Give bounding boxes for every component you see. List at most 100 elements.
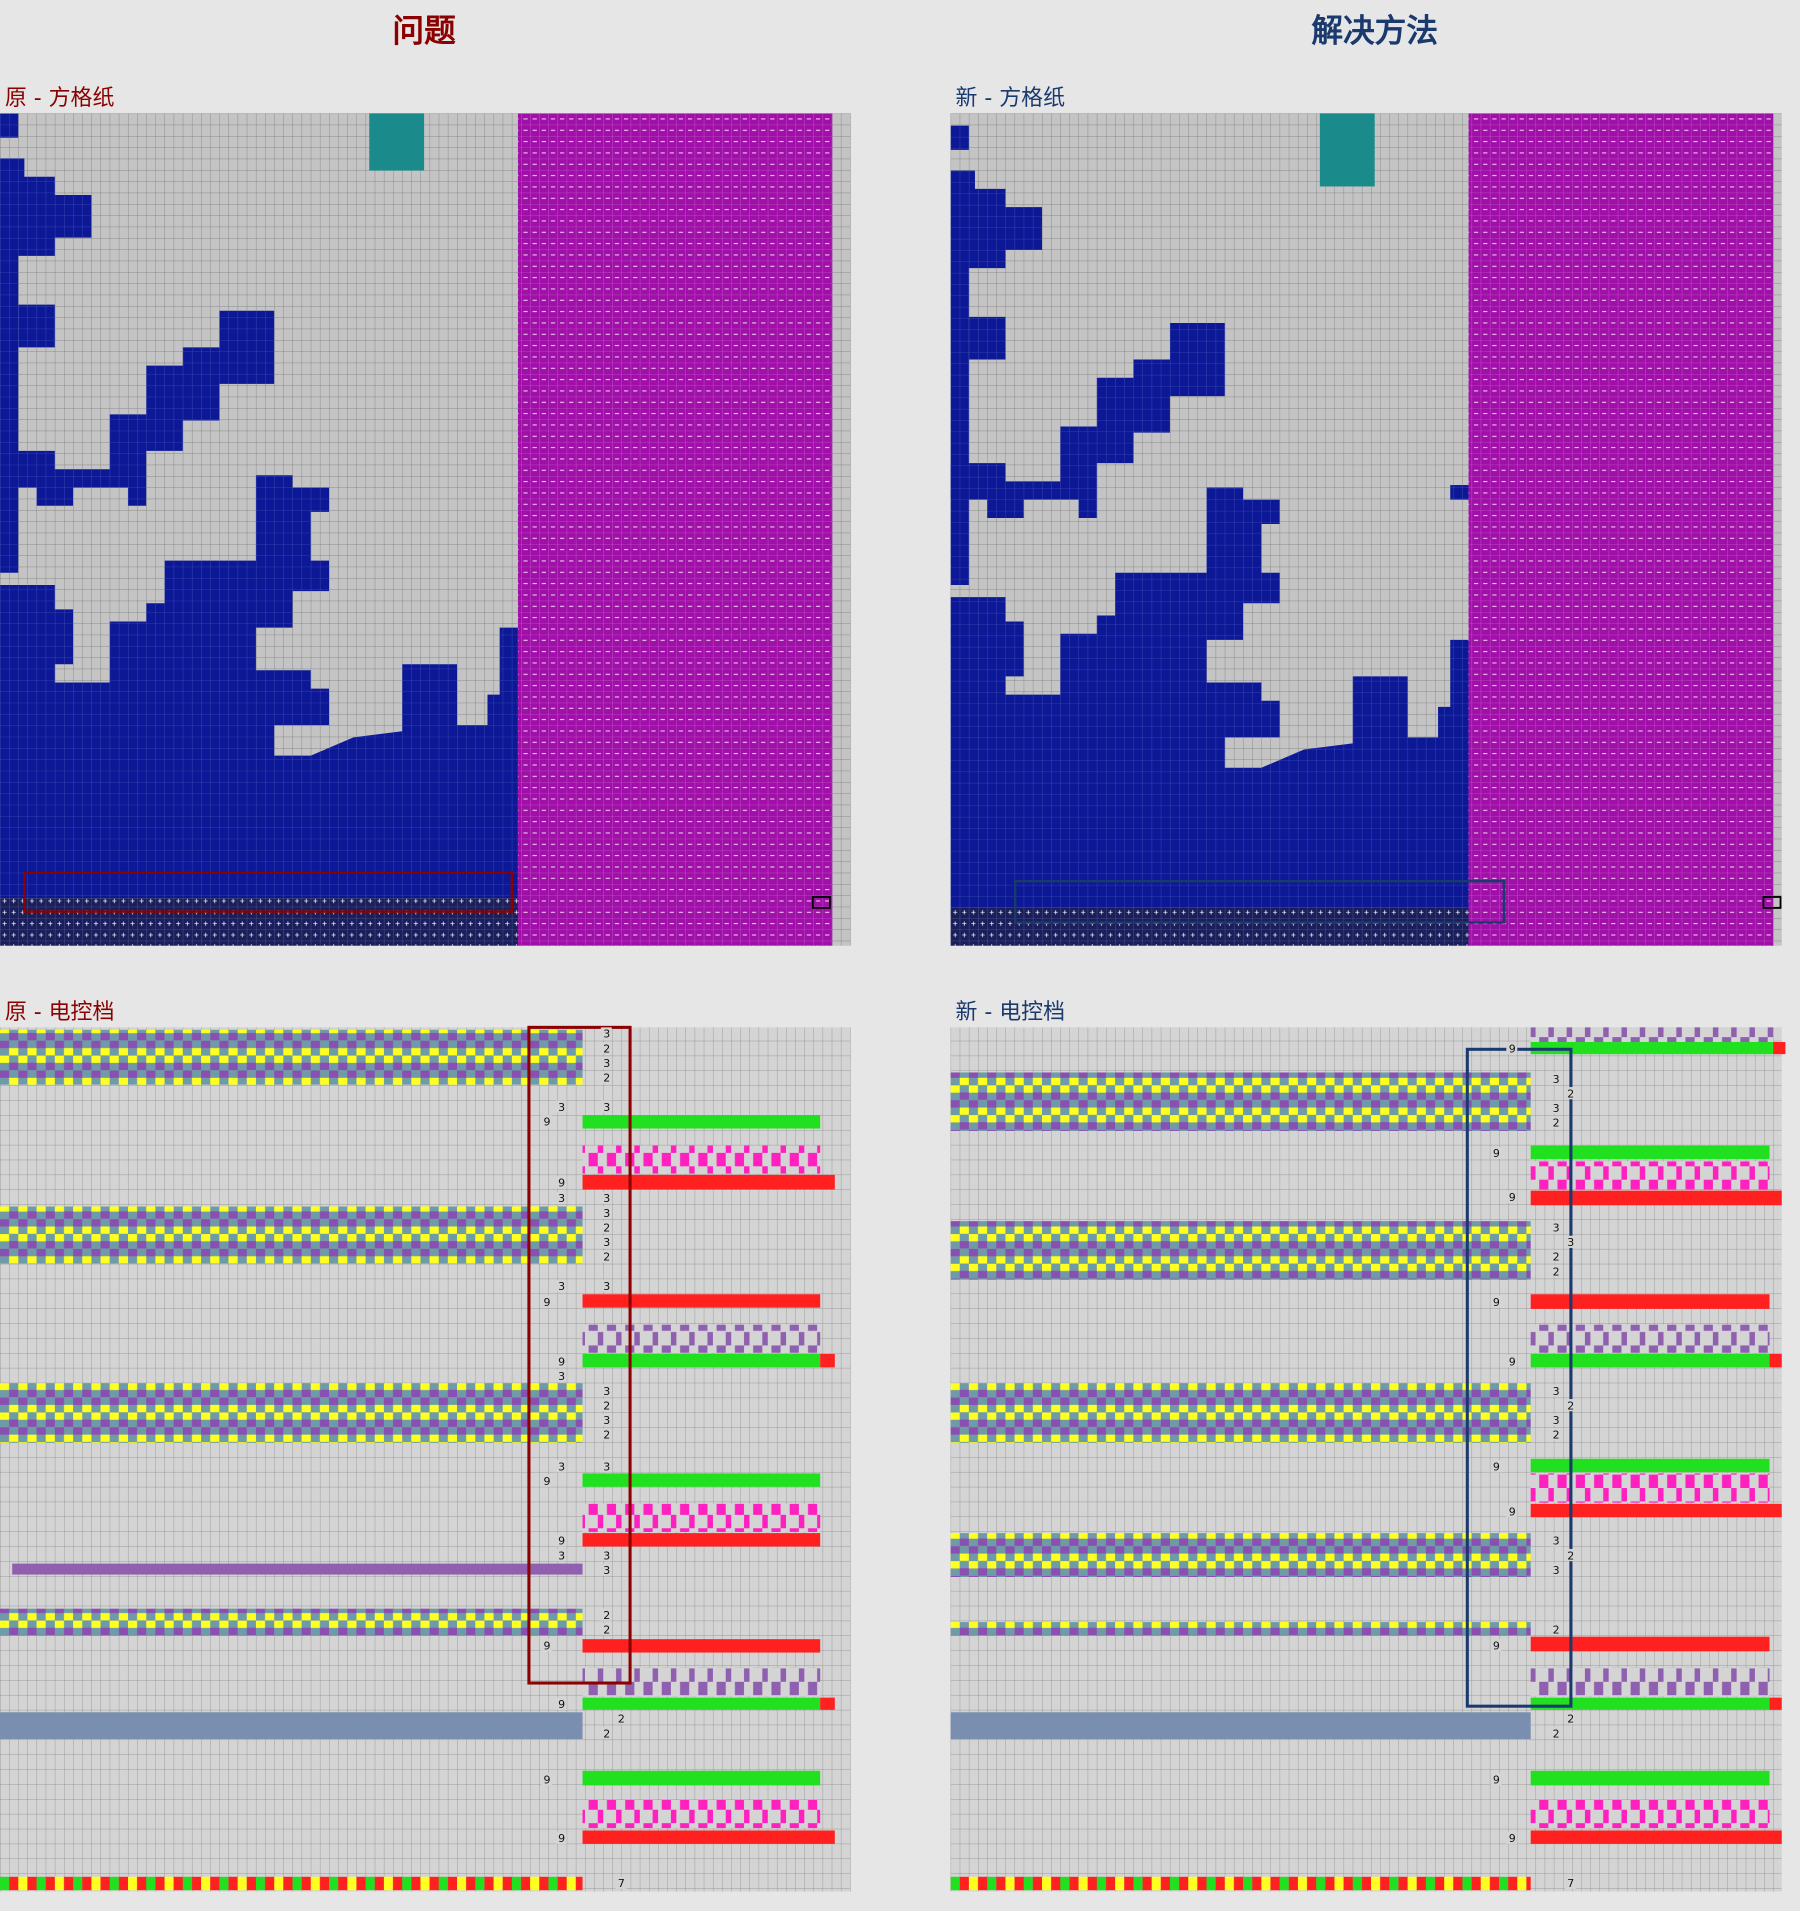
control-band <box>582 1353 821 1368</box>
row-label-bg <box>1506 1505 1518 1518</box>
row-label: 9 <box>1493 1147 1500 1160</box>
row-label: 9 <box>1509 1191 1516 1204</box>
control-band <box>582 1503 821 1532</box>
row-label: 2 <box>603 1042 610 1055</box>
row-label-bg <box>1490 1773 1502 1786</box>
control-band <box>582 1294 821 1308</box>
row-label-bg <box>541 1474 553 1487</box>
row-label-bg <box>1490 1639 1502 1652</box>
control-band <box>0 1029 583 1085</box>
row-label: 7 <box>1567 1877 1574 1890</box>
row-label: 3 <box>603 1385 610 1398</box>
control-band <box>1530 1041 1774 1055</box>
row-label: 3 <box>558 1280 565 1293</box>
row-label: 3 <box>1553 1535 1560 1548</box>
row-label: 3 <box>603 1192 610 1205</box>
row-label: 3 <box>558 1101 565 1114</box>
control-band <box>1530 1830 1782 1844</box>
row-label-bg <box>555 1100 567 1113</box>
row-label: 2 <box>1553 1624 1560 1637</box>
row-label: 3 <box>603 1236 610 1249</box>
control-band <box>1530 1145 1770 1159</box>
row-label: 9 <box>558 1832 565 1845</box>
row-label: 2 <box>603 1251 610 1264</box>
control-band <box>0 1383 583 1443</box>
row-label: 3 <box>603 1028 610 1041</box>
control-band <box>950 1072 1531 1131</box>
row-label-bg <box>1550 1726 1562 1740</box>
row-label-bg <box>1490 1295 1502 1308</box>
control-title: 新 - 电控档 <box>955 1000 1065 1025</box>
control-band <box>12 1563 583 1575</box>
row-label: 9 <box>1493 1460 1500 1473</box>
row-label: 2 <box>1553 1429 1560 1442</box>
row-label-bg <box>1550 1101 1562 1114</box>
row-label-bg <box>555 1279 567 1292</box>
row-label: 9 <box>1493 1296 1500 1309</box>
row-label-bg <box>600 1460 612 1473</box>
row-label-bg <box>1490 1146 1502 1159</box>
row-label: 9 <box>558 1356 565 1369</box>
row-label-bg <box>600 1206 612 1219</box>
row-label: 3 <box>603 1564 610 1577</box>
control-band <box>0 1712 583 1740</box>
control-band <box>1530 1697 1770 1710</box>
row-label: 9 <box>544 1475 551 1488</box>
row-label: 2 <box>603 1072 610 1085</box>
row-label: 9 <box>1509 1505 1516 1518</box>
row-label-bg <box>1564 1876 1576 1889</box>
row-label-bg <box>600 1027 612 1040</box>
control-band <box>1530 1473 1770 1503</box>
control-band <box>820 1353 835 1368</box>
row-label-bg <box>1506 1831 1518 1844</box>
row-label-bg <box>600 1608 612 1621</box>
control-band <box>950 1876 1531 1891</box>
row-label: 9 <box>1509 1356 1516 1369</box>
control-band <box>582 1533 821 1547</box>
control-band <box>582 1115 821 1129</box>
row-label: 9 <box>1493 1640 1500 1653</box>
control-band <box>1530 1353 1770 1368</box>
control-band <box>950 1533 1531 1577</box>
row-label-bg <box>541 1639 553 1652</box>
control-band <box>950 1622 1531 1636</box>
control-band <box>582 1145 821 1174</box>
control-band <box>1530 1770 1770 1786</box>
control-band <box>582 1697 821 1710</box>
row-label-bg <box>541 1295 553 1308</box>
control-band <box>0 1206 583 1264</box>
row-label-bg <box>1506 1355 1518 1368</box>
row-label: 2 <box>603 1609 610 1622</box>
row-label-bg <box>1550 1250 1562 1263</box>
row-label-bg <box>600 1221 612 1234</box>
row-label: 2 <box>1567 1087 1574 1100</box>
row-label-bg <box>600 1428 612 1441</box>
row-label-bg <box>600 1384 612 1397</box>
row-label-bg <box>1564 1712 1576 1725</box>
row-label: 2 <box>1553 1265 1560 1278</box>
row-label-bg <box>600 1399 612 1412</box>
row-label-bg <box>600 1548 612 1562</box>
row-label-bg <box>1490 1460 1502 1473</box>
row-label: 9 <box>1509 1832 1516 1845</box>
row-label: 9 <box>544 1115 551 1128</box>
row-label: 3 <box>558 1192 565 1205</box>
control-band <box>582 1770 821 1786</box>
row-label-bg <box>1550 1623 1562 1636</box>
row-label-bg <box>1550 1534 1562 1547</box>
row-label-bg <box>600 1191 612 1205</box>
row-label-bg <box>1550 1265 1562 1278</box>
control-band <box>1530 1458 1770 1473</box>
row-label-bg <box>1550 1413 1562 1426</box>
row-label-bg <box>1550 1072 1562 1085</box>
row-label-bg <box>1550 1563 1562 1576</box>
control-band <box>1769 1353 1782 1368</box>
control-band <box>1530 1800 1770 1829</box>
control-band <box>820 1697 835 1710</box>
row-label-bg <box>555 1176 567 1189</box>
control-band <box>582 1639 821 1653</box>
control-band <box>1530 1294 1770 1309</box>
row-label-bg <box>1564 1548 1576 1562</box>
row-label-bg <box>600 1563 612 1576</box>
